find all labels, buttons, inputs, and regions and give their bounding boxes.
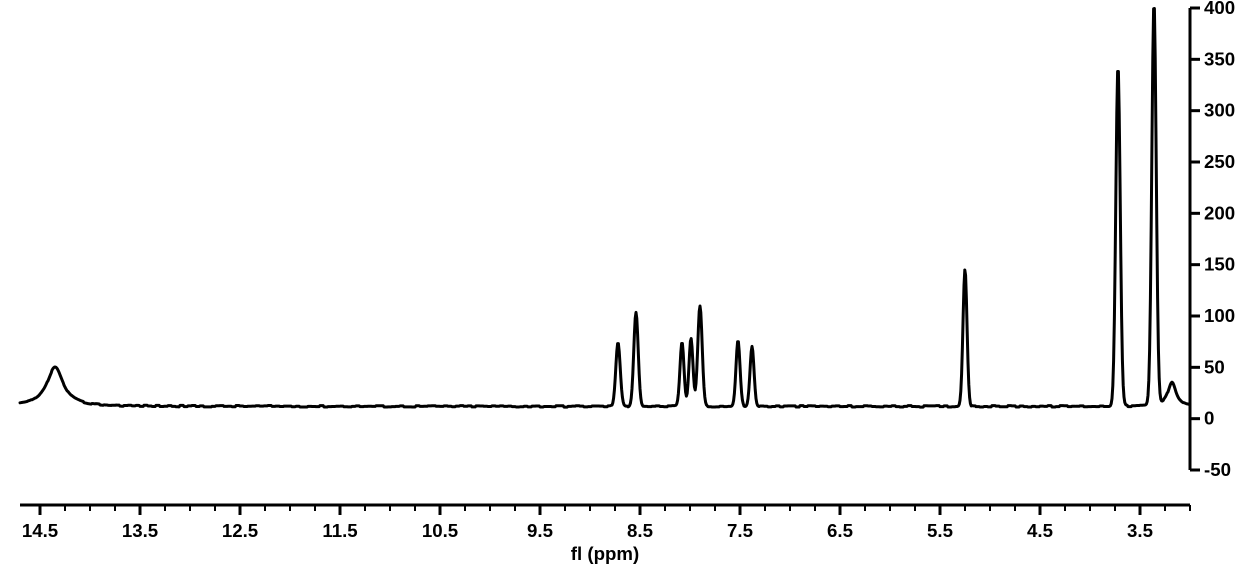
y-tick-label: 0 [1204,408,1214,429]
y-tick-label: 150 [1204,254,1235,275]
x-axis: 14.5 13.5 12.5 11.5 10.5 9.5 8.5 7.5 6.5 5.5 4.5 3.… [20,505,1190,541]
y-axis: -50 0 50 100 150 200 250 300 350 400 [1190,0,1235,480]
spectrum-svg: -50 0 50 100 150 200 250 300 350 400 14.5 13.5 12.5… [0,0,1240,575]
x-tick-label: 7.5 [727,520,753,541]
y-tick-label: 50 [1204,356,1225,377]
y-tick-label: 400 [1204,0,1235,18]
x-tick-label: 13.5 [122,520,158,541]
x-axis-label: fl (ppm) [571,543,639,564]
x-tick-label: 10.5 [422,520,458,541]
y-tick-label: 100 [1204,305,1235,326]
x-tick-label: 4.5 [1027,520,1053,541]
y-tick-label: 300 [1204,100,1235,121]
x-tick-label: 8.5 [627,520,653,541]
x-tick-label: 11.5 [322,520,357,541]
y-tick-label: 200 [1204,202,1235,223]
x-tick-label: 14.5 [22,520,58,541]
x-tick-label: 3.5 [1127,520,1153,541]
y-tick-label: -50 [1204,459,1231,480]
nmr-spectrum-chart: -50 0 50 100 150 200 250 300 350 400 14.5 13.5 12.5… [0,0,1240,575]
x-tick-label: 6.5 [827,520,853,541]
x-tick-label: 9.5 [527,520,553,541]
spectrum-trace [20,9,1190,408]
y-tick-label: 250 [1204,151,1235,172]
x-tick-label: 12.5 [222,520,258,541]
y-tick-label: 350 [1204,48,1235,69]
x-tick-label: 5.5 [927,520,953,541]
